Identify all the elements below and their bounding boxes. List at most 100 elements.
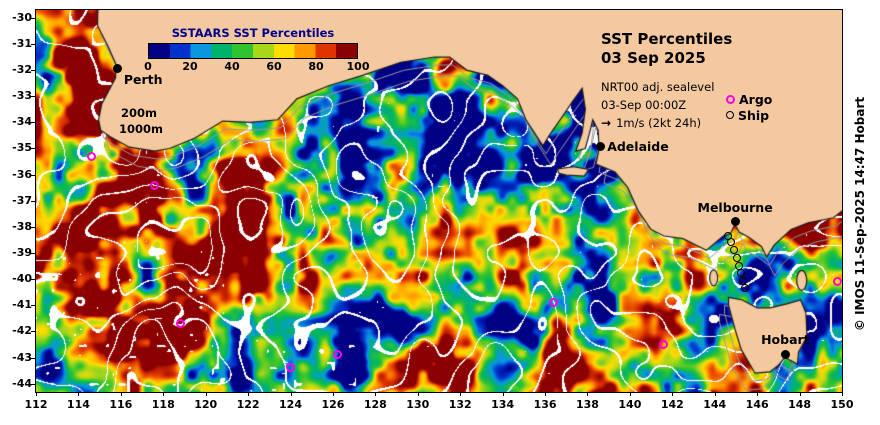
x-tick-label: 126 (321, 398, 345, 411)
y-tick-label: -32 (12, 63, 32, 77)
y-tick-label: -33 (12, 89, 32, 103)
subtitle-velocity-scale: → 1m/s (2kt 24h) (601, 116, 732, 130)
colorbar-tick-label: 60 (266, 60, 282, 73)
x-tick-label: 112 (24, 398, 48, 411)
x-tick-mark (78, 392, 80, 396)
ship-legend-item: Ship (726, 107, 772, 123)
y-tick-mark (31, 148, 35, 150)
x-tick-mark (672, 392, 674, 396)
x-tick-mark (545, 392, 547, 396)
y-tick-mark (31, 43, 35, 45)
y-tick-mark (31, 226, 35, 228)
y-tick-mark (31, 17, 35, 19)
y-tick-mark (31, 305, 35, 307)
y-tick-mark (31, 70, 35, 72)
x-tick-label: 134 (491, 398, 515, 411)
y-tick-label: -37 (12, 193, 32, 207)
colorbar-tick-label: 0 (144, 60, 152, 73)
contour-label-200m: 200m (121, 106, 157, 120)
colorbar-tick-label: 100 (346, 60, 370, 73)
x-tick-label: 148 (788, 398, 812, 411)
x-tick-label: 140 (618, 398, 642, 411)
x-tick-label: 128 (363, 398, 387, 411)
colorbar-tick-label: 40 (224, 60, 240, 73)
x-tick-mark (842, 392, 843, 396)
x-tick-mark (502, 392, 504, 396)
x-tick-mark (120, 392, 122, 396)
ship-circle-icon (726, 111, 734, 119)
velocity-scale-label: 1m/s (2kt 24h) (616, 115, 702, 130)
y-tick-label: -35 (12, 141, 32, 155)
colorbar-title: SSTAARS SST Percentiles (171, 26, 335, 40)
y-tick-mark (31, 331, 35, 333)
x-tick-label: 132 (448, 398, 472, 411)
x-tick-label: 138 (575, 398, 599, 411)
x-tick-mark (375, 392, 377, 396)
y-tick-mark (31, 200, 35, 202)
x-tick-mark (757, 392, 759, 396)
y-tick-label: -43 (12, 350, 32, 364)
x-tick-label: 116 (109, 398, 133, 411)
y-tick-mark (31, 174, 35, 176)
credit-text: © IMOS 11-Sep-2025 14:47 Hobart (853, 96, 867, 332)
x-tick-label: 146 (745, 398, 769, 411)
x-tick-mark (587, 392, 589, 396)
x-tick-mark (417, 392, 419, 396)
x-tick-label: 122 (236, 398, 260, 411)
x-tick-label: 142 (660, 398, 684, 411)
y-tick-label: -44 (12, 376, 32, 390)
x-tick-label: 118 (151, 398, 175, 411)
x-tick-mark (36, 392, 37, 396)
y-tick-label: -36 (12, 167, 32, 181)
y-tick-mark (31, 279, 35, 281)
colorbar-legend: SSTAARS SST Percentiles 0 20 40 60 80 100 (144, 26, 369, 74)
y-tick-label: -30 (12, 10, 32, 24)
y-tick-label: -42 (12, 324, 32, 338)
y-tick-label: -31 (12, 36, 32, 50)
x-tick-mark (460, 392, 462, 396)
y-tick-label: -41 (12, 298, 32, 312)
subtitle-sealevel: NRT00 adj. sealevel (601, 79, 715, 94)
contour-label-1000m: 1000m (119, 122, 163, 136)
x-tick-label: 120 (194, 398, 218, 411)
x-tick-mark (248, 392, 250, 396)
y-tick-mark (31, 357, 35, 359)
y-tick-mark (31, 252, 35, 254)
x-tick-label: 144 (703, 398, 727, 411)
x-tick-mark (332, 392, 334, 396)
colorbar-tick-label: 80 (308, 60, 324, 73)
x-tick-mark (629, 392, 631, 396)
colorbar-tick-label: 20 (182, 60, 198, 73)
x-tick-mark (714, 392, 716, 396)
y-tick-mark (31, 96, 35, 98)
y-tick-label: -34 (12, 115, 32, 129)
sst-map-canvas (36, 10, 842, 392)
y-tick-label: -40 (12, 272, 32, 286)
title-block: SST Percentiles 03 Sep 2025 NRT00 adj. s… (601, 30, 732, 130)
x-tick-mark (205, 392, 207, 396)
y-tick-label: -38 (12, 219, 32, 233)
x-tick-label: 150 (830, 398, 854, 411)
marker-legend: Argo Ship (726, 91, 772, 123)
argo-legend-item: Argo (726, 91, 772, 107)
x-tick-label: 136 (533, 398, 557, 411)
colorbar (148, 43, 358, 59)
ship-legend-label: Ship (738, 107, 770, 123)
x-tick-mark (290, 392, 292, 396)
y-tick-label: -39 (12, 245, 32, 259)
velocity-arrow-icon: → (601, 115, 612, 130)
x-tick-mark (163, 392, 165, 396)
colorbar-ticks: 0 20 40 60 80 100 (144, 59, 369, 74)
map-title: SST Percentiles (601, 30, 733, 48)
argo-circle-icon (726, 94, 735, 104)
y-tick-mark (31, 383, 35, 385)
map-date: 03 Sep 2025 (601, 48, 706, 67)
subtitle-time: 03-Sep 00:00Z (601, 97, 687, 112)
y-tick-mark (31, 122, 35, 124)
argo-legend-label: Argo (739, 91, 773, 107)
x-tick-label: 130 (406, 398, 430, 411)
x-tick-label: 114 (66, 398, 90, 411)
x-tick-label: 124 (279, 398, 302, 411)
x-tick-mark (799, 392, 801, 396)
